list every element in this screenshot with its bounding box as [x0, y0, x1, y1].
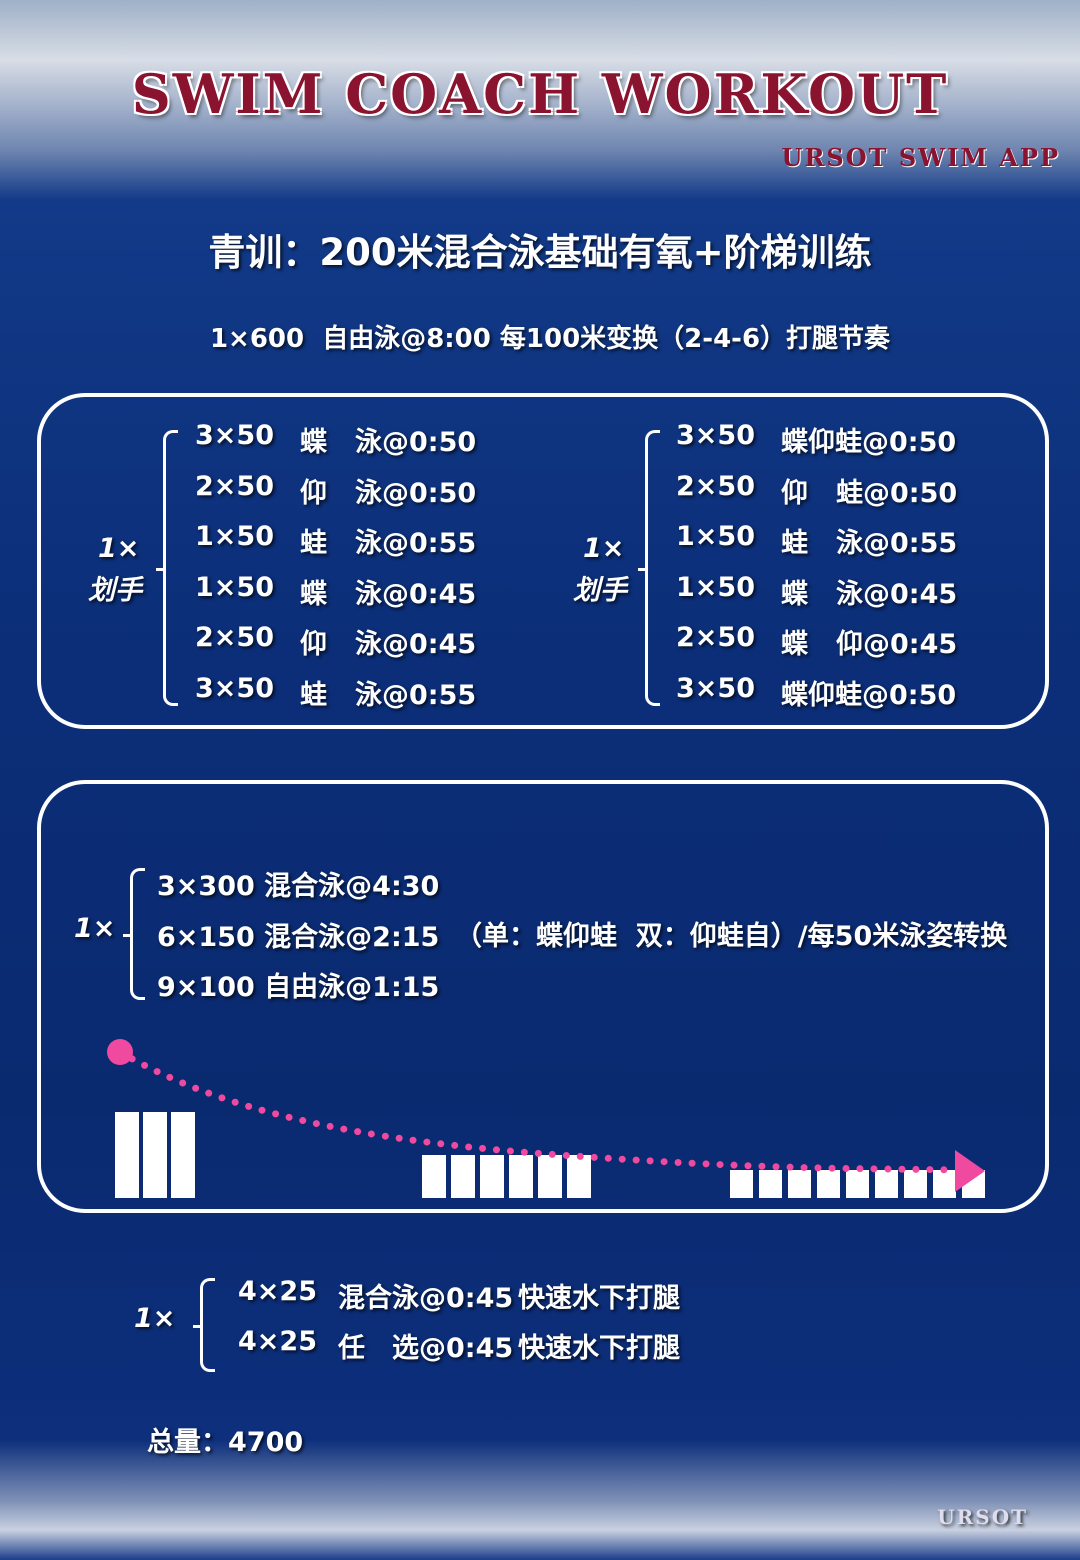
set-cell: 泳@0:55: [355, 679, 477, 711]
warmup: 1×600 自由泳@8:00 每100米变换（2-4-6）打腿节奏: [209, 324, 891, 354]
repeat: 1×: [583, 533, 625, 564]
set-cell: 2×50: [676, 622, 755, 653]
start-dot: [107, 1039, 133, 1065]
drill-box: [37, 393, 1049, 729]
set-cell: 2×50: [676, 470, 755, 502]
set-cell: 仰@0:45: [836, 629, 958, 660]
set-cell: 泳@0:45: [355, 578, 477, 610]
repeat: 1×: [98, 533, 140, 564]
set-cell: 蛙: [300, 528, 327, 559]
set-cell: 3×50: [195, 672, 274, 704]
set-cell: 仰: [300, 477, 327, 509]
trend-dots: [116, 1048, 959, 1174]
set-cell: 蝶仰蛙@0:50: [781, 427, 957, 458]
main-row: 3×300 混合泳@4:30: [157, 871, 440, 902]
set-cell: 泳@0:55: [355, 528, 477, 559]
arrow: [955, 1150, 985, 1192]
bracket: [156, 430, 178, 706]
repeat: 1×: [134, 1303, 176, 1334]
main-note: （单：蝶仰蛙 双：仰蛙自）/每50米泳姿转换: [455, 921, 1008, 952]
set-cell: 蛙@0:50: [836, 477, 958, 509]
set-cell: 蝶: [300, 578, 327, 610]
repeat: 1×: [74, 913, 116, 944]
set-cell: 泳@0:45: [355, 629, 477, 660]
set-cell: 仰: [781, 477, 808, 509]
bracket: [193, 1278, 215, 1372]
set-cell: 蝶: [781, 578, 808, 610]
set-cell: 1×50: [676, 521, 755, 552]
footer-logo: URSOT: [937, 1505, 1028, 1529]
kick-cell: 任 选@0:45: [338, 1333, 514, 1364]
kick-cell: 混合泳@0:45: [338, 1283, 514, 1314]
main-row: 9×100 自由泳@1:15: [157, 972, 440, 1003]
set-cell: 3×50: [676, 420, 755, 451]
kick-cell: 快速水下打腿: [518, 1333, 680, 1364]
set-cell: 泳@0:55: [836, 528, 958, 559]
set-cell: 1×50: [195, 521, 274, 552]
set-cell: 2×50: [195, 470, 274, 502]
set-cell: 2×50: [195, 622, 274, 653]
brand: URSOT SWIM APP: [781, 143, 1060, 172]
drill-label: 划手: [88, 575, 142, 606]
main-box: [37, 780, 1049, 1213]
set-cell: 蛙: [300, 679, 327, 711]
kick-cell: 4×25: [238, 1326, 317, 1357]
set-cell: 3×50: [676, 672, 755, 704]
set-cell: 1×50: [676, 571, 755, 603]
set-cell: 3×50: [195, 420, 274, 451]
heading: 青训：200米混合泳基础有氧+阶梯训练: [208, 231, 872, 274]
set-cell: 蛙: [781, 528, 808, 559]
set-cell: 蝶: [781, 629, 808, 660]
set-cell: 1×50: [195, 571, 274, 603]
drill-label: 划手: [573, 575, 627, 606]
total: 总量：4700: [147, 1427, 304, 1458]
set-cell: 仰: [300, 629, 327, 660]
set-cell: 泳@0:45: [836, 578, 958, 610]
set-cell: 泳@0:50: [355, 427, 477, 458]
set-cell: 泳@0:50: [355, 477, 477, 509]
bracket: [638, 430, 660, 706]
kick-cell: 4×25: [238, 1276, 317, 1307]
bars: [115, 1112, 985, 1198]
main-row: 6×150 混合泳@2:15: [157, 921, 440, 953]
bracket: [123, 868, 145, 1000]
title: SWIM COACH WORKOUT: [131, 62, 949, 126]
kick-cell: 快速水下打腿: [518, 1283, 680, 1314]
set-cell: 蝶: [300, 427, 327, 458]
set-cell: 蝶仰蛙@0:50: [781, 679, 957, 711]
